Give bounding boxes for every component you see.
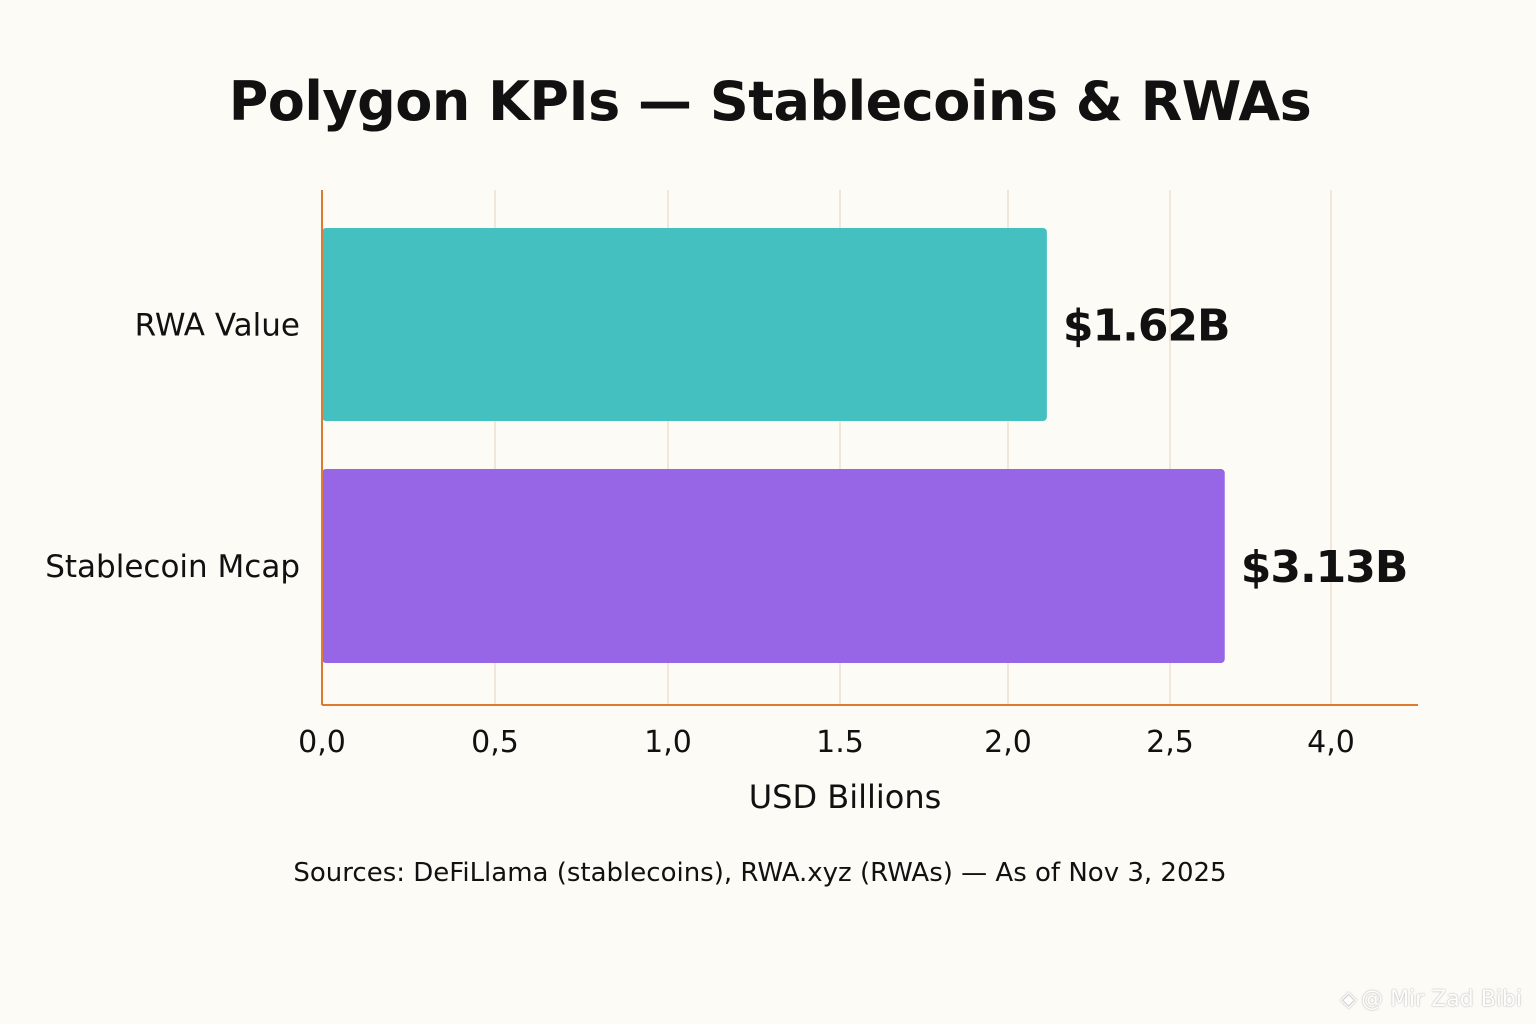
x-tick-label: 2,5 (1146, 725, 1194, 760)
x-tick-label: 0,5 (471, 725, 519, 760)
watermark-text: @ Mir Zad Bibi (1361, 987, 1522, 1012)
bars (322, 228, 1225, 663)
bar-rwa-value (322, 228, 1047, 421)
x-axis-title: USD Billions (749, 778, 942, 816)
bar-value-label: $1.62B (1063, 301, 1230, 352)
bar-stablecoin-mcap (322, 469, 1225, 663)
category-label: Stablecoin Mcap (45, 549, 300, 585)
watermark: ◈ @ Mir Zad Bibi (1340, 987, 1522, 1012)
x-tick-label: 1,0 (644, 725, 692, 760)
bar-value-label: $3.13B (1241, 542, 1408, 593)
axes (321, 190, 1418, 706)
chart-title: Polygon KPIs — Stablecoins & RWAs (228, 70, 1312, 133)
category-label: RWA Value (135, 308, 300, 344)
x-tick-label: 1.5 (816, 725, 864, 760)
x-tick-label: 0,0 (298, 725, 346, 760)
labels: 0,0 0,5 1,0 1.5 2,0 2,5 4,0 RWA Value $1.62B Stab… (45, 301, 1408, 761)
x-tick-label: 2,0 (984, 725, 1032, 760)
binance-diamond-icon: ◈ (1340, 987, 1358, 1012)
sources-note: Sources: DeFiLlama (stablecoins), RWA.xy… (293, 858, 1227, 888)
x-tick-label: 4,0 (1307, 725, 1355, 760)
